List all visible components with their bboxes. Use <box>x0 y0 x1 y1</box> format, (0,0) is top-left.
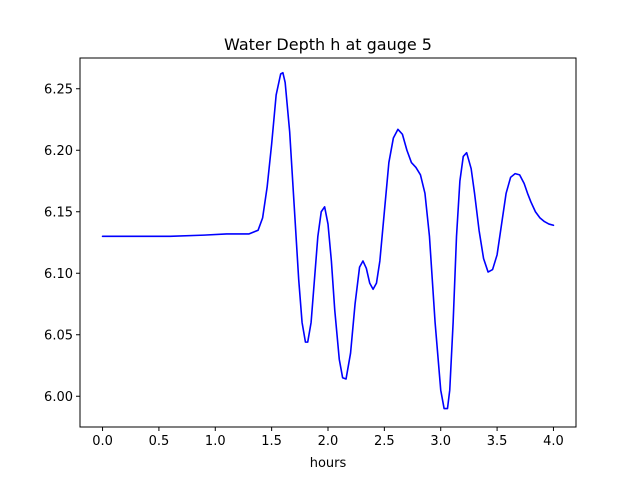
x-tick-label: 0.0 <box>92 434 113 449</box>
y-tick-label: 6.00 <box>44 390 73 405</box>
series-line-1 <box>101 71 555 410</box>
y-tick-label: 6.10 <box>44 267 73 282</box>
x-tick-label: 2.0 <box>318 434 339 449</box>
plot-area: 0.0 0.5 1.0 1.5 2.0 2.5 3.0 3.5 4.0 6.00 6.05 6.10 6… <box>44 57 577 449</box>
y-tick-label: 6.25 <box>44 82 73 97</box>
x-tick-label: 3.0 <box>430 434 451 449</box>
x-tick-label: 2.5 <box>374 434 395 449</box>
x-tick-label: 1.0 <box>205 434 226 449</box>
x-tick-label: 0.5 <box>149 434 170 449</box>
chart-title: Water Depth h at gauge 5 <box>224 35 432 54</box>
x-axis-label: hours <box>310 456 347 471</box>
y-tick-label: 6.15 <box>44 205 73 220</box>
y-tick-label: 6.05 <box>44 328 73 343</box>
x-tick-label: 4.0 <box>543 434 564 449</box>
x-tick-label: 3.5 <box>487 434 508 449</box>
x-tick-label: 1.5 <box>261 434 282 449</box>
y-tick-label: 6.20 <box>44 144 73 159</box>
